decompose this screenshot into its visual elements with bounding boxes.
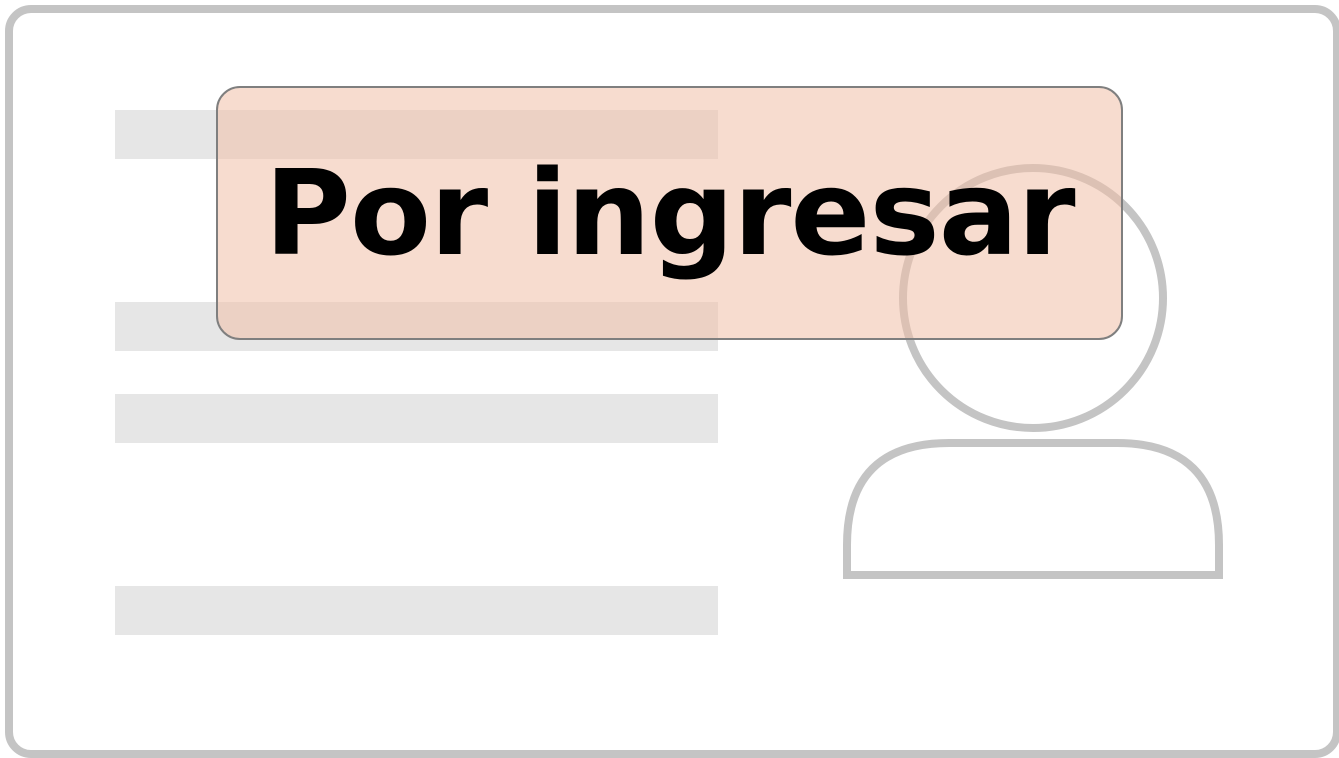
avatar-body-shape: [843, 439, 1223, 579]
status-badge: Por ingresar: [216, 86, 1123, 340]
placeholder-line-4: [115, 586, 718, 635]
placeholder-line-3: [115, 394, 718, 443]
status-badge-label: Por ingresar: [264, 144, 1075, 282]
